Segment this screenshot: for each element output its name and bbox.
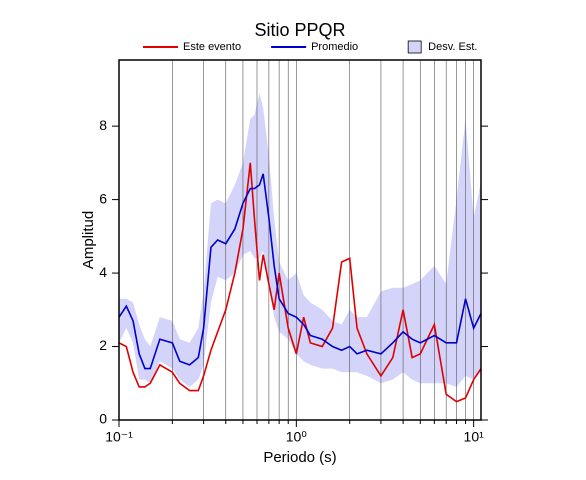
x-tick-label: 10⁻¹ (105, 429, 133, 445)
legend-swatch (407, 40, 422, 54)
series-line (118, 162, 482, 403)
y-tick-label: 6 (99, 190, 107, 206)
legend-label: Este evento (183, 41, 241, 53)
std-band (119, 93, 481, 387)
series-line (118, 173, 482, 370)
y-axis-label: Amplitud (80, 211, 97, 269)
chart-title: Sitio PPQR (254, 20, 345, 40)
y-tick-label: 0 (99, 411, 107, 427)
legend-label: Desv. Est. (428, 41, 477, 53)
y-tick-label: 4 (99, 264, 107, 280)
y-tick-label: 8 (99, 117, 107, 133)
legend-label: Promedio (311, 41, 358, 53)
x-tick-label: 10¹ (464, 429, 485, 445)
plot-frame (118, 59, 482, 421)
x-axis-label: Periodo (s) (263, 449, 336, 466)
x-tick-label: 10⁰ (286, 429, 308, 445)
y-tick-label: 2 (99, 337, 107, 353)
